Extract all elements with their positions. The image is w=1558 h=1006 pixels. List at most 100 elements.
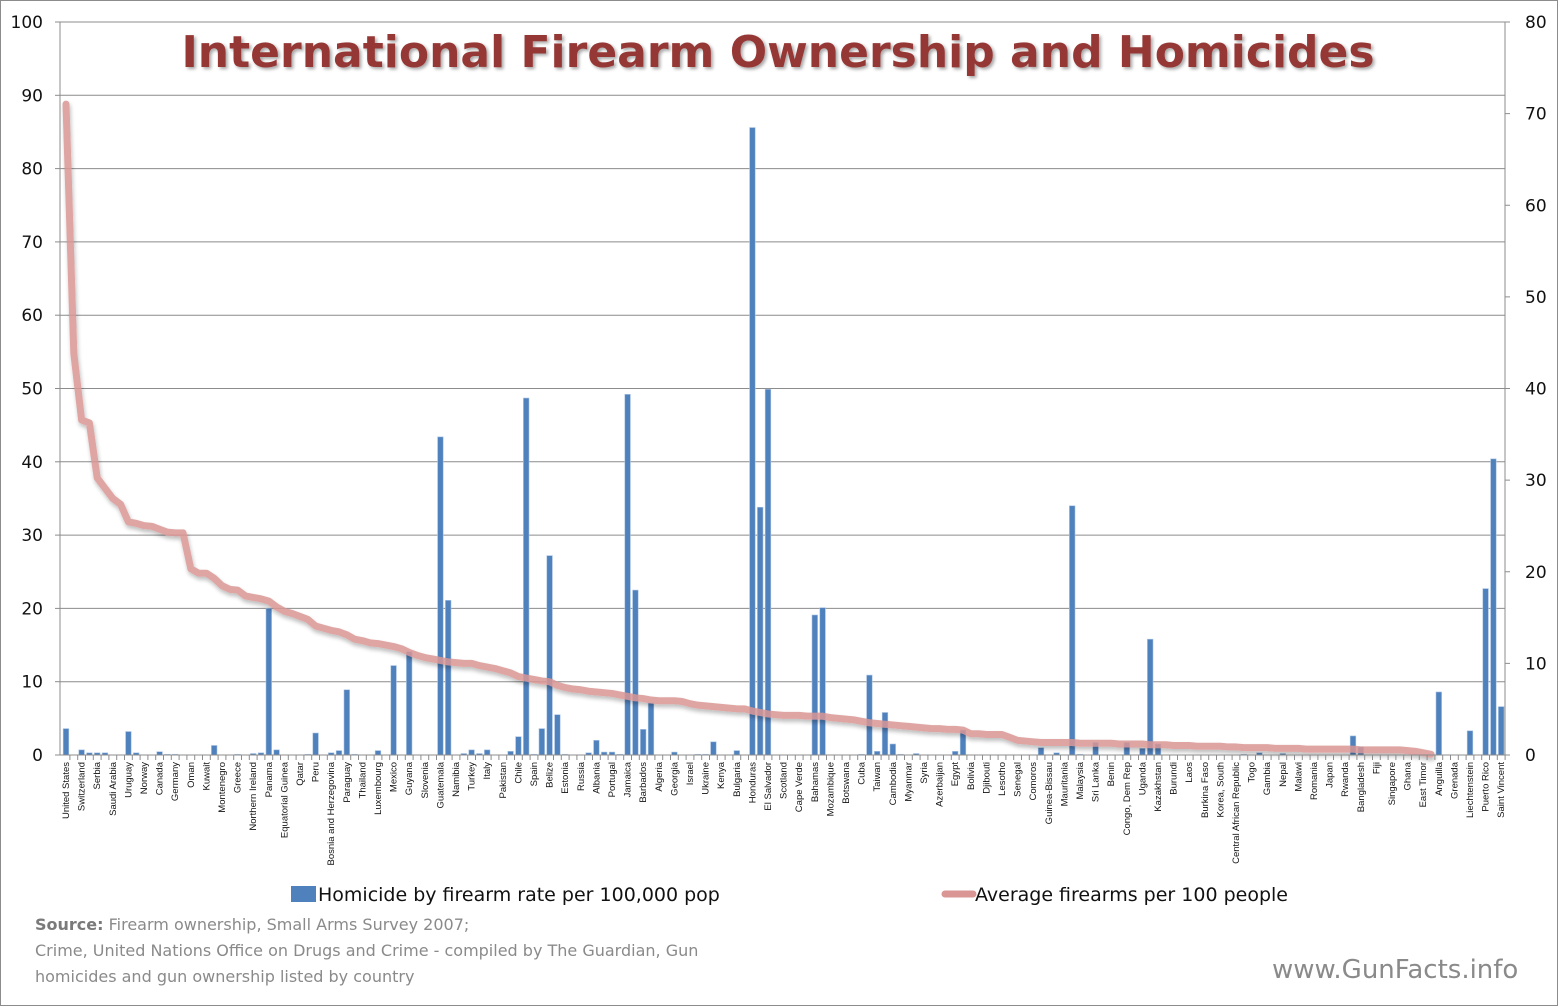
category-label: Anguilla <box>1434 761 1445 796</box>
category-label: Taiwan <box>872 762 883 792</box>
bar <box>764 388 772 756</box>
bar <box>406 651 413 756</box>
category-label: Luxembourg <box>373 762 384 815</box>
category-label: Lesotho <box>997 762 1008 796</box>
category-label: Pakistan <box>498 762 509 798</box>
right-axis-tick-label: 80 <box>1525 13 1547 33</box>
category-label: Burundi <box>1169 762 1180 795</box>
chart-title: International Firearm Ownership and Homi… <box>181 27 1374 78</box>
right-axis-tick-label: 60 <box>1525 196 1547 216</box>
category-label: Qatar <box>295 762 306 786</box>
bar <box>343 689 350 756</box>
category-label: Cape Verde <box>794 762 805 812</box>
category-label: Albania <box>591 761 602 793</box>
firearms-line <box>62 100 1435 758</box>
category-label: Bangladesh <box>1356 762 1367 812</box>
bar <box>889 743 896 756</box>
category-label: Mauritania <box>1059 761 1070 806</box>
category-label: Kazakhstan <box>1153 762 1164 812</box>
category-label: Panama <box>264 761 275 797</box>
category-label: Botswana <box>841 761 852 803</box>
bar <box>1482 588 1489 756</box>
bar <box>523 397 530 756</box>
category-label: Jamaica <box>623 761 634 797</box>
gridlines <box>60 21 1505 683</box>
bar <box>593 740 600 756</box>
bar <box>749 127 756 756</box>
category-label: Gambia <box>1262 761 1273 795</box>
bar <box>866 674 873 756</box>
bar <box>952 751 959 756</box>
right-axis-tick-label: 20 <box>1525 563 1547 583</box>
bar <box>62 728 70 756</box>
category-label: Kuwait <box>201 762 212 791</box>
right-axis-tick-label: 40 <box>1525 380 1547 400</box>
category-label: Bosnia and Herzegovina <box>326 761 337 865</box>
left-axis-tick-label: 90 <box>21 86 43 106</box>
category-label: Congo, Dem Rep <box>1122 762 1133 835</box>
category-label: Namibia <box>451 761 462 797</box>
category-label: Peru <box>311 762 322 782</box>
category-label: Scotland <box>779 762 790 799</box>
bar <box>733 750 740 756</box>
bar <box>811 614 818 756</box>
right-axis-tick-label: 10 <box>1525 654 1547 674</box>
category-label: Guinea-Bissau <box>1044 762 1055 824</box>
category-label: Belize <box>545 762 556 788</box>
axes: 0 10 20 30 40 50 60 70 80 90 100 0 10 20 30 40 50 60 70 80 <box>11 13 1547 766</box>
category-label: Puerto Rico <box>1481 762 1492 812</box>
category-label: Equatorial Guinea <box>279 761 290 838</box>
legend: Homicide by firearm rate per 100,000 pop… <box>291 884 1288 906</box>
category-label: Thailand <box>357 762 368 798</box>
category-label: Turkey <box>467 762 478 791</box>
left-axis-tick-label: 30 <box>21 526 43 546</box>
category-label: Estonia <box>560 761 571 793</box>
source-line-2: Crime, United Nations Office on Drugs an… <box>35 941 699 960</box>
category-label: Chile <box>513 762 524 784</box>
bar <box>1498 706 1505 756</box>
category-label: United States <box>61 762 72 819</box>
bar <box>819 607 826 756</box>
category-label: Grenada <box>1449 761 1460 799</box>
category-label: Portugal <box>607 762 618 797</box>
category-label: Central African Republic <box>1231 762 1242 864</box>
left-axis-tick-label: 50 <box>21 380 43 400</box>
bar <box>1069 505 1076 756</box>
category-label: Malaysia <box>1075 761 1086 799</box>
bar <box>624 394 631 756</box>
bar <box>390 665 397 756</box>
bar <box>538 728 545 756</box>
left-axis-tick-label: 0 <box>32 746 43 766</box>
left-axis-tick-label: 20 <box>21 599 43 619</box>
category-label: Azerbaijan <box>935 762 946 807</box>
legend-bar-swatch <box>291 886 316 902</box>
category-label: Bulgaria <box>732 761 743 797</box>
category-label: Honduras <box>747 762 758 803</box>
bar <box>125 731 132 756</box>
source-label: Source: <box>35 915 104 934</box>
bar <box>507 751 514 756</box>
category-label: Syria <box>919 761 930 783</box>
bar <box>881 712 889 756</box>
bar <box>546 555 553 756</box>
bar <box>554 714 561 756</box>
right-axis-tick-label: 50 <box>1525 288 1547 308</box>
category-label: Greece <box>233 762 244 793</box>
bar <box>1490 458 1497 756</box>
bar <box>1147 638 1154 756</box>
category-label: Barbados <box>638 762 649 803</box>
category-label: Guatemala <box>435 761 446 808</box>
bar <box>445 600 452 756</box>
watermark: www.GunFacts.info <box>1272 955 1519 985</box>
category-labels: United States Switzerland Serbia Saudi Arab… <box>61 761 1507 865</box>
category-label: Georgia <box>669 761 680 796</box>
left-axis-tick-label: 10 <box>21 673 43 693</box>
category-label: Northern Ireland <box>248 762 259 831</box>
bar <box>515 736 522 756</box>
source-line-1: Firearm ownership, Small Arms Survey 200… <box>103 915 470 934</box>
bar <box>273 749 280 756</box>
category-label: Canada <box>155 761 166 795</box>
category-label: Israel <box>685 762 696 785</box>
category-label: Uganda <box>1137 761 1148 795</box>
